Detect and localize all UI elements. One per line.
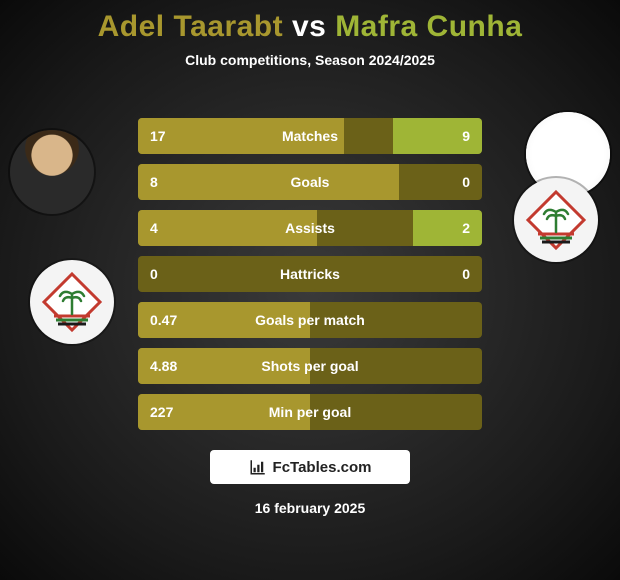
date-label: 16 february 2025 [0, 500, 620, 516]
comparison-infographic: Adel Taarabt vs Mafra Cunha Club competi… [0, 0, 620, 580]
club-badge-b-icon [524, 188, 588, 252]
metric-label: Goals [138, 164, 482, 200]
avatar-face [10, 130, 94, 214]
club-badge-b [514, 178, 598, 262]
page-title: Adel Taarabt vs Mafra Cunha [0, 10, 620, 44]
metric-row: 0.47Goals per match [138, 302, 482, 338]
metric-label: Matches [138, 118, 482, 154]
title-player-a: Adel Taarabt [98, 10, 284, 43]
metric-label: Min per goal [138, 394, 482, 430]
metric-rows: 179Matches 80Goals 42Assists 00Hattricks 0.4… [138, 118, 482, 440]
title-player-b: Mafra Cunha [335, 10, 522, 43]
subtitle: Club competitions, Season 2024/2025 [0, 52, 620, 68]
chart-icon [249, 458, 267, 476]
club-badge-a-icon [40, 270, 104, 334]
metric-row: 227Min per goal [138, 394, 482, 430]
metric-row: 80Goals [138, 164, 482, 200]
metric-row: 42Assists [138, 210, 482, 246]
metric-row: 00Hattricks [138, 256, 482, 292]
watermark: FcTables.com [210, 450, 410, 484]
metric-label: Hattricks [138, 256, 482, 292]
metric-label: Shots per goal [138, 348, 482, 384]
metric-label: Assists [138, 210, 482, 246]
watermark-text: FcTables.com [273, 459, 372, 476]
club-badge-a [30, 260, 114, 344]
metric-row: 179Matches [138, 118, 482, 154]
metric-label: Goals per match [138, 302, 482, 338]
player-a-avatar [10, 130, 94, 214]
metric-row: 4.88Shots per goal [138, 348, 482, 384]
title-vs: vs [292, 10, 326, 43]
